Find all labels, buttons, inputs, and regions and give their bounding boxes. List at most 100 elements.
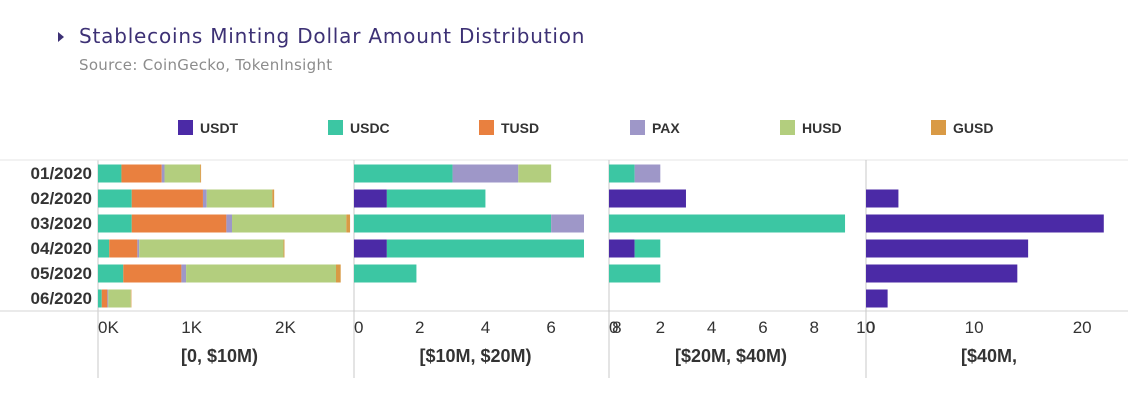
bar-husd-01-2020-panel-2 <box>518 164 552 183</box>
legend-label-gusd: GUSD <box>953 120 993 136</box>
bar-husd-03-2020-panel-1 <box>231 214 347 233</box>
tick-label-panel-4-0: 0 <box>866 318 875 337</box>
bar-usdc-04-2020-panel-1 <box>98 239 110 258</box>
bar-tusd-01-2020-panel-1 <box>121 164 162 183</box>
tick-label-panel-2-4: 8 <box>612 318 621 337</box>
panel-1: 0K 1K 2K [0, $10M) <box>98 164 351 366</box>
bar-pax-02-2020-panel-1 <box>202 189 207 208</box>
bar-pax-01-2020-panel-2 <box>452 164 519 183</box>
bar-gusd-02-2020-panel-1 <box>272 189 275 208</box>
legend-label-husd: HUSD <box>802 120 842 136</box>
chart-panels: 01/2020 02/2020 03/2020 04/2020 05/2020 06/20… <box>0 159 1128 378</box>
legend-swatch-usdc <box>328 120 343 135</box>
panel-2: 0 2 4 6 8 [$10M, $20M) <box>353 160 622 378</box>
bar-husd-05-2020-panel-1 <box>186 264 337 283</box>
bar-usdc-03-2020-panel-3 <box>609 214 846 233</box>
legend-swatch-pax <box>630 120 645 135</box>
legend-swatch-husd <box>780 120 795 135</box>
bar-pax-01-2020-panel-3 <box>634 164 661 183</box>
bar-usdt-05-2020-panel-4 <box>866 264 1018 283</box>
bar-tusd-03-2020-panel-1 <box>131 214 227 233</box>
tick-label-panel-2-1: 2 <box>415 318 424 337</box>
bar-usdt-03-2020-panel-4 <box>866 214 1104 233</box>
bar-usdc-01-2020-panel-2 <box>354 164 453 183</box>
legend-swatch-gusd <box>931 120 946 135</box>
legend-label-usdt: USDT <box>200 120 239 136</box>
panel-label-1: [0, $10M) <box>181 346 258 366</box>
bar-usdc-04-2020-panel-2 <box>386 239 584 258</box>
bar-pax-06-2020-panel-1 <box>107 289 109 308</box>
category-label-05-2020: 05/2020 <box>31 264 92 283</box>
bar-usdt-02-2020-panel-4 <box>866 189 899 208</box>
bar-pax-04-2020-panel-1 <box>137 239 140 258</box>
panel-label-2: [$10M, $20M) <box>419 346 531 366</box>
bar-pax-01-2020-panel-1 <box>161 164 165 183</box>
tick-label-panel-3-3: 6 <box>758 318 767 337</box>
tick-label-panel-3-4: 8 <box>810 318 819 337</box>
tick-label-panel-3-0: 0 <box>609 318 618 337</box>
category-label-03-2020: 03/2020 <box>31 214 92 233</box>
tick-label-panel-3-2: 4 <box>707 318 716 337</box>
tick-label-panel-4-2: 20 <box>1073 318 1092 337</box>
bar-usdc-01-2020-panel-1 <box>98 164 122 183</box>
bar-tusd-06-2020-panel-1 <box>101 289 108 308</box>
bar-gusd-06-2020-panel-1 <box>130 289 132 308</box>
panel-label-4: [$40M, <box>961 346 1017 366</box>
tick-label-panel-2-2: 4 <box>481 318 490 337</box>
bar-pax-03-2020-panel-1 <box>226 214 232 233</box>
tick-label-panel-4-1: 10 <box>965 318 984 337</box>
bar-usdc-05-2020-panel-3 <box>609 264 661 283</box>
bar-usdc-06-2020-panel-1 <box>98 289 102 308</box>
chart-title: Stablecoins Minting Dollar Amount Distri… <box>79 24 586 48</box>
bar-gusd-03-2020-panel-1 <box>346 214 351 233</box>
bar-husd-01-2020-panel-1 <box>164 164 201 183</box>
bar-tusd-05-2020-panel-1 <box>123 264 182 283</box>
tick-label-panel-2-3: 6 <box>546 318 555 337</box>
legend-label-usdc: USDC <box>350 120 390 136</box>
legend-label-pax: PAX <box>652 120 680 136</box>
panel-label-3: [$20M, $40M) <box>675 346 787 366</box>
legend-swatch-tusd <box>479 120 494 135</box>
tick-label-panel-3-1: 2 <box>656 318 665 337</box>
bar-usdt-04-2020-panel-3 <box>609 239 635 258</box>
bar-pax-05-2020-panel-1 <box>181 264 187 283</box>
legend-label-tusd: TUSD <box>501 120 539 136</box>
bar-husd-04-2020-panel-1 <box>139 239 284 258</box>
bar-husd-02-2020-panel-1 <box>206 189 273 208</box>
bar-pax-03-2020-panel-2 <box>551 214 584 233</box>
category-label-04-2020: 04/2020 <box>31 239 92 258</box>
bar-gusd-05-2020-panel-1 <box>336 264 341 283</box>
bar-usdc-05-2020-panel-1 <box>98 264 124 283</box>
tick-label-panel-1-1: 1K <box>181 318 202 337</box>
title-bullet-icon <box>58 32 64 42</box>
bar-usdt-06-2020-panel-4 <box>866 289 888 308</box>
bar-tusd-02-2020-panel-1 <box>131 189 203 208</box>
bar-usdt-04-2020-panel-4 <box>866 239 1029 258</box>
tick-label-panel-1-2: 2K <box>275 318 296 337</box>
tick-label-panel-1-0: 0K <box>98 318 119 337</box>
category-label-06-2020: 06/2020 <box>31 289 92 308</box>
panel-4: 0 10 20 [$40M, <box>865 160 1104 378</box>
panel-3: 0 2 4 6 8 10[$20M, $40M) <box>608 160 875 378</box>
bar-usdc-03-2020-panel-1 <box>98 214 132 233</box>
tick-label-panel-2-0: 0 <box>354 318 363 337</box>
bar-usdc-05-2020-panel-2 <box>354 264 417 283</box>
chart-source: Source: CoinGecko, TokenInsight <box>79 56 333 74</box>
bar-usdc-01-2020-panel-3 <box>609 164 635 183</box>
bar-usdc-03-2020-panel-2 <box>354 214 552 233</box>
bar-usdt-02-2020-panel-2 <box>354 189 387 208</box>
bar-husd-06-2020-panel-1 <box>108 289 131 308</box>
bar-usdt-02-2020-panel-3 <box>609 189 686 208</box>
bar-usdc-04-2020-panel-3 <box>634 239 661 258</box>
legend: USDT USDC TUSD PAX HUSD GUSD <box>178 120 993 136</box>
bar-usdc-02-2020-panel-1 <box>98 189 132 208</box>
category-label-01-2020: 01/2020 <box>31 164 92 183</box>
bar-usdt-04-2020-panel-2 <box>354 239 387 258</box>
category-label-02-2020: 02/2020 <box>31 189 92 208</box>
legend-swatch-usdt <box>178 120 193 135</box>
bar-gusd-01-2020-panel-1 <box>200 164 202 183</box>
bar-usdc-02-2020-panel-2 <box>386 189 486 208</box>
bar-tusd-04-2020-panel-1 <box>109 239 138 258</box>
bar-gusd-04-2020-panel-1 <box>283 239 285 258</box>
